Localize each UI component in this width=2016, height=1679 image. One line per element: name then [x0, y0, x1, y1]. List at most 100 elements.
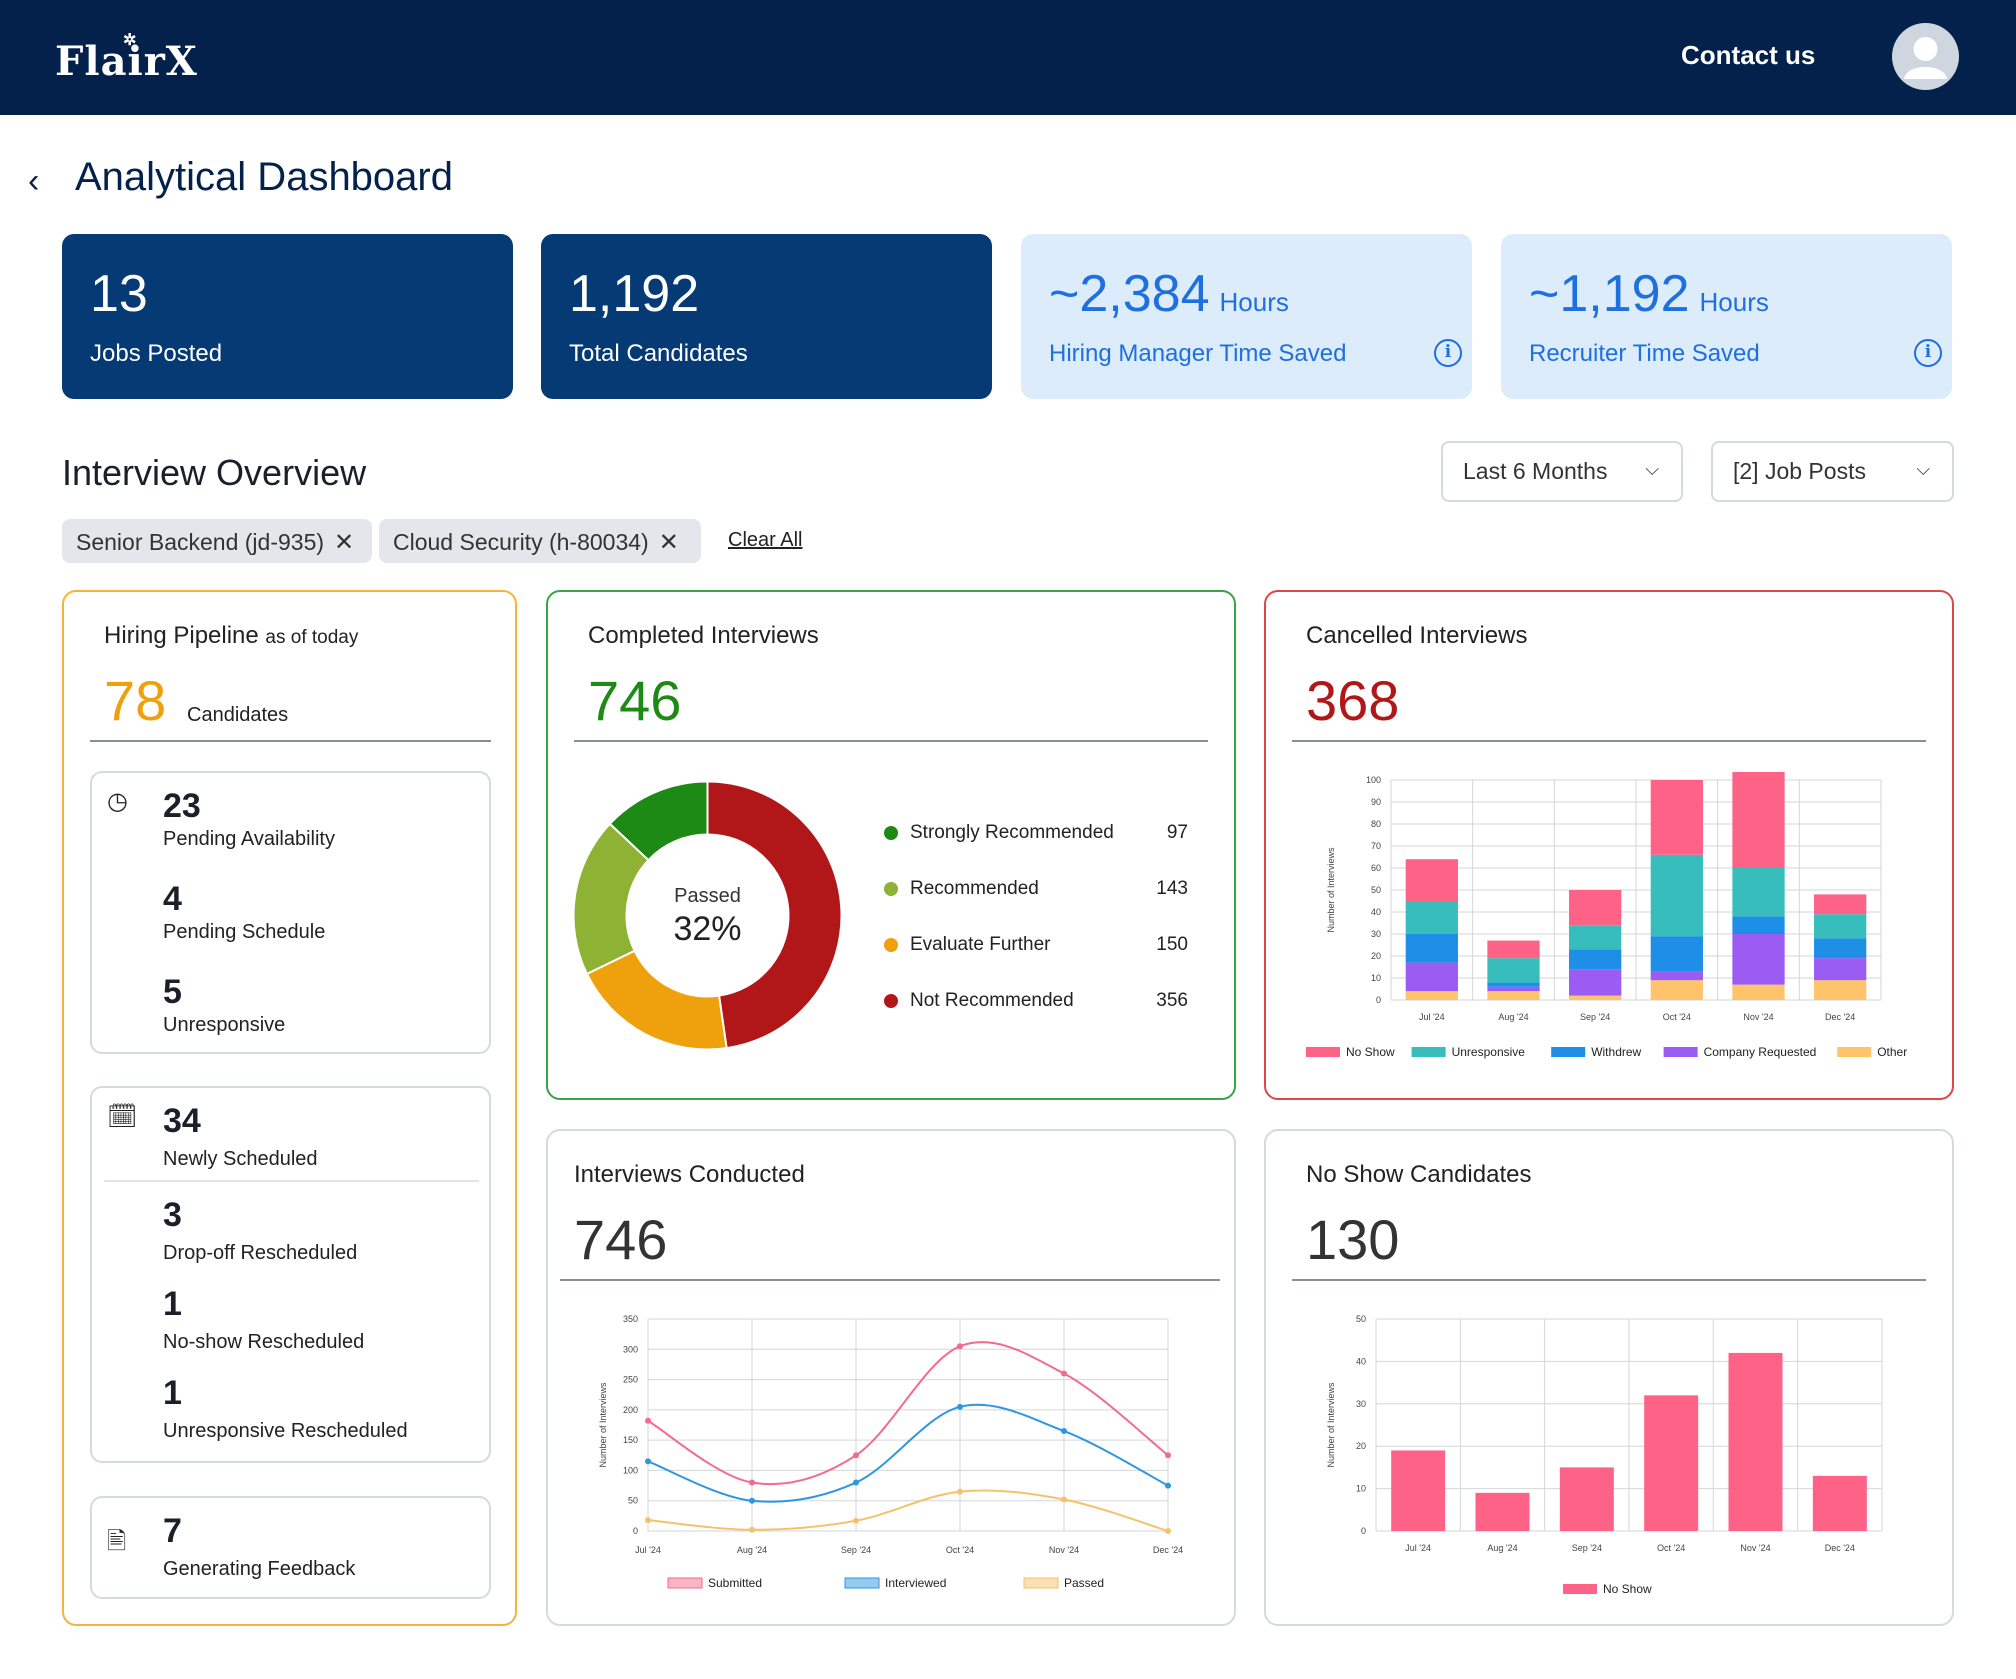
data-point: [1061, 1370, 1067, 1377]
pipeline-label: No-show Rescheduled: [163, 1331, 365, 1353]
completed-count: 746: [588, 669, 682, 732]
y-tick-label: 20: [1356, 1441, 1366, 1451]
y-tick-label: 20: [1371, 951, 1381, 961]
flairx-logo[interactable]: FlairX ✲: [55, 30, 198, 85]
pipeline-count: 78: [104, 669, 167, 732]
divider: [574, 740, 1208, 742]
chevron-down-icon: ⌵: [1916, 459, 1930, 479]
series-line: [647, 1403, 1169, 1503]
y-axis-label: Number of Interviews: [598, 1382, 608, 1468]
legend-label: Company Requested: [1704, 1045, 1817, 1059]
bar-segment: [1732, 916, 1785, 934]
data-point: [1165, 1528, 1171, 1534]
x-tick-label: Dec '24: [1825, 1012, 1855, 1022]
noshow-bar-chart: 0 10 20 30 40 50 Number of Interviews Jul '24 Au…: [1326, 1314, 1883, 1596]
y-tick-label: 40: [1371, 907, 1381, 917]
info-icon[interactable]: i: [1434, 339, 1462, 367]
data-point: [749, 1526, 755, 1533]
bar-segment: [1487, 991, 1540, 1000]
clock-icon: ◷: [107, 788, 128, 815]
x-tick-label: Oct '24: [946, 1545, 974, 1555]
x-tick-label: Nov '24: [1743, 1012, 1773, 1022]
card-title: Cancelled Interviews: [1306, 622, 1528, 649]
period-dropdown[interactable]: Last 6 Months ⌵: [1441, 441, 1683, 502]
stat-card-hiring-manager-time: ~2,384 Hours Hiring Manager Time Saved i: [1021, 234, 1472, 399]
back-chevron-icon[interactable]: ‹: [28, 162, 40, 200]
bar-segment: [1650, 780, 1703, 855]
pipeline-value: 1: [163, 1285, 182, 1323]
pipeline-label: Unresponsive Rescheduled: [163, 1420, 408, 1442]
interviews-conducted-card: Interviews Conducted 746 0 50 100 150 200 250…: [546, 1129, 1236, 1626]
page-title: Analytical Dashboard: [75, 155, 453, 199]
card-title: No Show Candidates: [1306, 1161, 1532, 1188]
legend-value: 143: [1156, 878, 1188, 899]
data-point: [853, 1479, 859, 1486]
pipeline-value: 23: [163, 787, 201, 825]
contact-us-link[interactable]: Contact us: [1681, 40, 1816, 70]
close-icon[interactable]: ✕: [658, 529, 679, 556]
pipeline-group-feedback: 🖹 7 Generating Feedback: [90, 1496, 491, 1599]
data-point: [645, 1417, 651, 1424]
data-point: [853, 1517, 859, 1524]
bar-segment: [1732, 934, 1785, 985]
avatar[interactable]: [1892, 23, 1959, 90]
y-tick-label: 200: [623, 1405, 638, 1415]
filter-chip[interactable]: Cloud Security (h-80034) ✕: [379, 519, 701, 563]
bar-segment: [1814, 938, 1867, 959]
legend-swatch: [1411, 1047, 1446, 1057]
x-tick-label: Jul '24: [1419, 1012, 1445, 1022]
stat-label: Hiring Manager Time Saved: [1049, 340, 1347, 367]
y-tick-label: 100: [1366, 775, 1381, 785]
legend-swatch: [844, 1577, 880, 1589]
pipeline-value: 5: [163, 973, 182, 1011]
data-point: [749, 1479, 755, 1486]
calendar-icon: 🗓: [107, 1103, 138, 1130]
noshow-count: 130: [1306, 1208, 1400, 1271]
stat-label: Jobs Posted: [90, 340, 223, 367]
card-title: Interviews Conducted: [574, 1161, 805, 1188]
clear-all-link[interactable]: Clear All: [728, 529, 803, 551]
y-tick-label: 0: [633, 1526, 638, 1536]
y-tick-label: 50: [1371, 885, 1381, 895]
bar-segment: [1487, 982, 1540, 987]
pipeline-value: 1: [163, 1374, 182, 1412]
y-tick-label: 50: [1356, 1314, 1366, 1324]
y-tick-label: 10: [1356, 1484, 1366, 1494]
cancelled-count: 368: [1306, 669, 1400, 732]
x-tick-label: Aug '24: [1498, 1012, 1528, 1022]
job-posts-dropdown[interactable]: [2] Job Posts ⌵: [1711, 441, 1954, 502]
x-tick-label: Dec '24: [1825, 1543, 1855, 1553]
legend-label: Submitted: [708, 1576, 762, 1590]
legend-swatch: [1306, 1047, 1340, 1057]
data-point: [1061, 1496, 1067, 1503]
x-tick-label: Jul '24: [635, 1545, 661, 1555]
legend-label: No Show: [1346, 1045, 1395, 1059]
x-tick-label: Nov '24: [1740, 1543, 1770, 1553]
x-tick-label: Aug '24: [737, 1545, 767, 1555]
donut-slice: [608, 780, 709, 862]
legend-label: Recommended: [910, 878, 1039, 899]
x-tick-label: Oct '24: [1663, 1012, 1691, 1022]
data-point: [645, 1517, 651, 1524]
legend-dot: [884, 826, 898, 840]
bar-segment: [1569, 925, 1622, 950]
pipeline-value: 7: [163, 1512, 182, 1550]
stat-value: ~1,192 Hours: [1529, 265, 1769, 323]
legend-label: Evaluate Further: [910, 934, 1051, 955]
filter-chip[interactable]: Senior Backend (jd-935) ✕: [62, 519, 372, 563]
donut-slice: [706, 780, 843, 1050]
y-tick-label: 0: [1376, 995, 1381, 1005]
y-axis-label: Number of Interviews: [1326, 1382, 1336, 1468]
legend-dot: [884, 938, 898, 952]
close-icon[interactable]: ✕: [334, 529, 355, 556]
divider: [1292, 1279, 1926, 1281]
legend-label: Withdrew: [1591, 1045, 1641, 1059]
info-icon[interactable]: i: [1914, 339, 1942, 367]
pipeline-value: 34: [163, 1102, 201, 1140]
legend-label: Other: [1877, 1045, 1907, 1059]
bar-segment: [1732, 868, 1785, 917]
no-show-card: No Show Candidates 130 0 10 20 30 40 50 Number…: [1264, 1129, 1954, 1626]
divider: [90, 740, 491, 742]
completed-donut-chart: [572, 780, 843, 1051]
legend-swatch: [1563, 1584, 1597, 1594]
